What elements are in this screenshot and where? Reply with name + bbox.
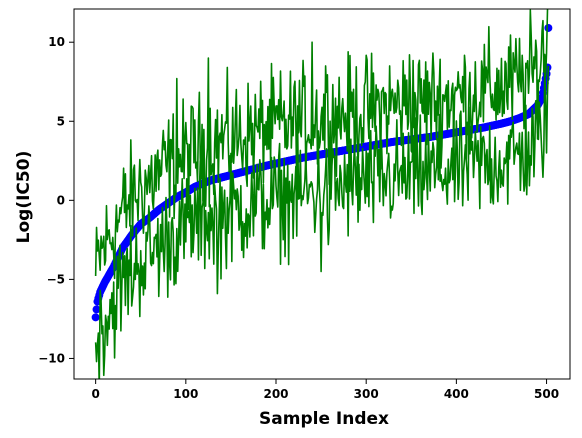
scatter-point	[91, 313, 100, 322]
y-tick-label: 10	[48, 35, 65, 49]
x-tick-label: 300	[354, 387, 379, 401]
y-tick-label: 0	[57, 193, 65, 207]
scatter-point	[92, 305, 101, 314]
y-tick-label: −5	[47, 272, 65, 286]
x-tick-label: 400	[444, 387, 469, 401]
x-tick-label: 100	[173, 387, 198, 401]
plot-frame	[73, 8, 571, 380]
upper-band-line	[94, 9, 549, 280]
x-tick-label: 500	[534, 387, 559, 401]
y-tick-label: 5	[57, 114, 65, 128]
y-axis-label: Log(IC50)	[14, 151, 34, 244]
plot-area	[73, 8, 571, 380]
x-tick-label: 200	[263, 387, 288, 401]
y-tick-label: −10	[38, 351, 65, 365]
x-axis-label: Sample Index	[259, 409, 389, 429]
x-tick-label: 0	[91, 387, 99, 401]
x-axis: 0 100 200 300 400 500	[91, 379, 559, 401]
y-axis: −10 −5 0 5 10	[38, 35, 74, 365]
lower-band-line	[94, 64, 550, 379]
scatter-point	[544, 23, 553, 32]
